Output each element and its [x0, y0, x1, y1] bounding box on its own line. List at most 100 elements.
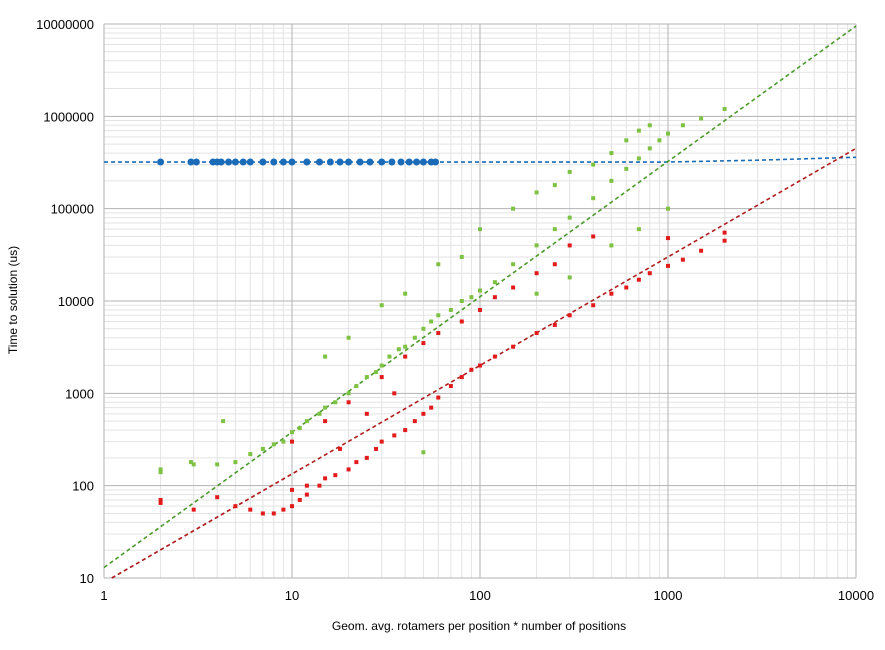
data-point — [388, 158, 396, 166]
data-point — [567, 243, 572, 248]
data-point — [392, 391, 397, 396]
data-point — [158, 470, 163, 475]
data-point — [354, 460, 359, 465]
data-point — [421, 450, 426, 455]
data-point — [279, 158, 287, 166]
data-point — [323, 405, 328, 410]
data-point — [429, 319, 434, 324]
data-point — [413, 158, 421, 166]
data-point — [436, 262, 441, 267]
data-point — [478, 227, 482, 232]
data-point — [436, 331, 441, 336]
data-point — [387, 354, 392, 359]
data-point — [248, 507, 253, 512]
data-point — [215, 462, 220, 467]
data-point — [421, 411, 426, 416]
x-tick-labels: 1 10 100 1000 10000 — [100, 588, 874, 603]
data-point — [231, 158, 239, 166]
data-point — [392, 433, 397, 438]
data-point — [333, 400, 338, 405]
data-point — [624, 138, 629, 143]
data-point — [259, 158, 267, 166]
y-tick-labels: 10 100 1000 10000 100000 1000000 10000000 — [36, 17, 94, 586]
major-gridlines — [103, 23, 857, 579]
trend-line — [103, 25, 857, 569]
data-point — [511, 206, 516, 211]
data-point — [666, 263, 670, 268]
data-point — [609, 243, 614, 248]
data-point — [366, 158, 374, 166]
data-point — [609, 178, 614, 183]
data-point — [534, 190, 539, 195]
data-point — [191, 462, 196, 467]
data-point — [364, 375, 369, 380]
x-tick-label: 100 — [469, 588, 491, 603]
data-point — [567, 313, 572, 318]
data-point — [609, 151, 614, 156]
y-tick-label: 100 — [72, 479, 94, 494]
data-point — [303, 158, 311, 166]
data-point — [699, 248, 704, 253]
data-point — [591, 234, 596, 239]
data-point — [609, 291, 614, 296]
data-point — [326, 158, 334, 166]
data-point — [225, 158, 233, 166]
data-point — [317, 483, 322, 488]
data-point — [534, 243, 539, 248]
data-point — [552, 262, 557, 267]
data-point — [288, 158, 296, 166]
data-point — [157, 158, 165, 166]
data-point — [459, 254, 464, 259]
data-point — [333, 473, 338, 478]
data-point — [290, 430, 294, 435]
data-point — [567, 275, 572, 280]
data-point — [699, 116, 704, 121]
data-point — [246, 158, 254, 166]
data-point — [188, 460, 193, 465]
data-point — [221, 419, 226, 424]
data-point — [297, 426, 302, 431]
data-point — [379, 375, 384, 380]
data-point — [421, 326, 426, 331]
data-point — [270, 158, 278, 166]
data-point — [346, 391, 351, 396]
y-tick-label: 10 — [80, 571, 94, 586]
data-point — [158, 500, 163, 505]
data-point — [271, 511, 276, 516]
data-point — [666, 236, 670, 241]
data-point — [459, 299, 464, 303]
data-point — [534, 291, 539, 296]
data-point — [379, 303, 384, 308]
data-point — [364, 411, 369, 416]
data-point — [405, 158, 413, 166]
data-point — [281, 507, 286, 512]
data-point — [281, 439, 286, 444]
data-point — [459, 319, 464, 324]
data-point — [317, 411, 322, 416]
data-point — [403, 344, 408, 349]
data-point — [492, 354, 497, 359]
data-point — [233, 460, 238, 465]
data-point — [492, 280, 497, 285]
data-point — [158, 467, 163, 472]
data-point — [336, 158, 344, 166]
data-point — [271, 442, 276, 447]
data-point — [552, 227, 557, 232]
data-point — [403, 354, 408, 359]
data-point — [591, 196, 596, 201]
data-point — [624, 285, 629, 290]
data-point — [239, 158, 247, 166]
x-tick-label: 1000 — [654, 588, 683, 603]
x-tick-label: 1 — [100, 588, 107, 603]
data-point — [657, 138, 662, 143]
data-point — [346, 467, 351, 472]
data-point — [191, 507, 196, 512]
data-point — [356, 158, 364, 166]
data-point — [448, 307, 453, 312]
data-point — [378, 158, 386, 166]
data-point — [304, 419, 309, 424]
data-points — [157, 107, 727, 516]
data-point — [346, 335, 351, 340]
data-point — [552, 183, 557, 188]
